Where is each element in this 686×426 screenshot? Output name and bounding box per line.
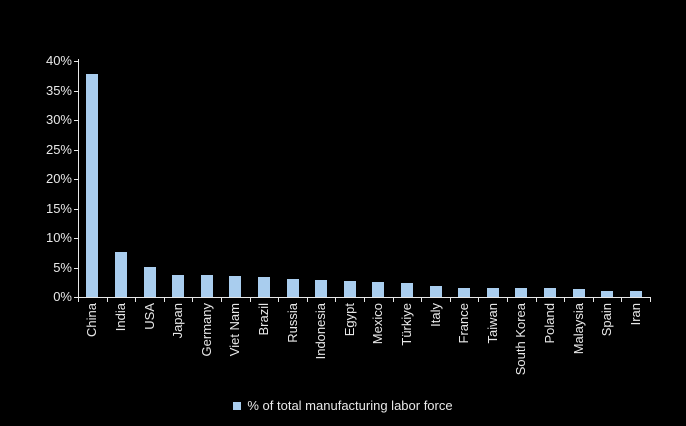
x-tick-mark — [278, 298, 280, 302]
x-tick-mark — [306, 298, 308, 302]
x-category-label: South Korea — [513, 303, 529, 376]
x-tick-mark — [449, 298, 451, 302]
x-category-label: Spain — [599, 303, 615, 337]
y-tick-mark — [74, 179, 78, 180]
x-category-label: China — [84, 303, 100, 337]
x-category-label: Viet Nam — [227, 303, 243, 357]
bar — [343, 281, 356, 297]
x-category-label: Japan — [170, 303, 186, 339]
legend-marker-icon — [233, 402, 242, 410]
x-tick-mark — [106, 298, 108, 302]
y-tick-mark — [74, 149, 78, 151]
x-tick-mark — [421, 298, 423, 302]
bar — [486, 287, 499, 297]
x-tick-mark — [192, 298, 194, 302]
x-category-label: Malaysia — [570, 303, 586, 355]
y-tick-mark — [74, 120, 78, 121]
bar — [286, 278, 299, 297]
y-tick-label: 10% — [45, 230, 72, 245]
x-axis-line — [78, 297, 651, 298]
bar — [458, 287, 471, 297]
x-tick-mark — [221, 298, 222, 302]
x-tick-mark — [249, 298, 251, 302]
bar — [400, 283, 413, 297]
y-tick-mark — [74, 208, 78, 210]
legend-label: % of total manufacturing labor force — [247, 398, 453, 413]
y-tick-label: 35% — [45, 82, 72, 98]
x-category-label: Iran — [627, 303, 643, 326]
bar — [229, 276, 242, 297]
x-tick-mark — [535, 298, 537, 302]
bar — [200, 275, 213, 297]
x-tick-mark — [135, 298, 137, 302]
x-tick-mark — [478, 298, 480, 302]
bar — [601, 290, 614, 297]
legend: % of total manufacturing labor force — [0, 398, 686, 414]
x-category-label: Brazil — [255, 303, 271, 336]
bar — [515, 287, 528, 297]
x-category-label: Indonesia — [313, 303, 329, 360]
x-category-label: India — [112, 303, 128, 332]
x-category-label: Egypt — [341, 303, 357, 337]
x-tick-mark — [364, 298, 365, 302]
x-tick-mark — [335, 298, 337, 302]
y-tick-mark — [74, 238, 78, 239]
x-tick-mark — [163, 298, 165, 302]
x-category-label: Mexico — [370, 303, 386, 345]
x-category-label: France — [456, 303, 472, 344]
y-tick-label: 0% — [53, 289, 72, 304]
bar — [257, 276, 270, 297]
x-category-label: Russia — [284, 303, 300, 343]
x-category-label: Germany — [198, 303, 214, 357]
y-tick-label: 25% — [45, 141, 72, 157]
x-tick-mark — [650, 298, 651, 302]
y-tick-mark — [74, 90, 78, 92]
x-category-label: Poland — [541, 303, 557, 344]
y-tick-label: 5% — [53, 259, 72, 275]
bar — [543, 288, 556, 297]
y-tick-mark — [74, 267, 78, 269]
bar — [629, 291, 642, 297]
x-tick-mark — [592, 298, 594, 302]
x-tick-mark — [507, 298, 508, 302]
y-tick-label: 40% — [45, 53, 72, 68]
x-tick-mark — [392, 298, 394, 302]
y-tick-label: 30% — [45, 112, 72, 127]
bar — [143, 266, 156, 297]
x-category-label: Italy — [427, 303, 443, 327]
x-tick-mark — [621, 298, 623, 302]
y-tick-label: 20% — [45, 171, 72, 186]
y-tick-mark — [74, 61, 78, 62]
bar — [114, 251, 127, 297]
bar — [429, 286, 442, 297]
y-tick-mark — [74, 297, 78, 298]
bar — [315, 279, 328, 297]
x-category-label: USA — [141, 303, 157, 330]
x-category-label: Türkiye — [398, 303, 414, 346]
bar — [572, 288, 585, 297]
y-tick-label: 15% — [45, 200, 72, 216]
bar — [86, 73, 99, 297]
y-axis-line — [78, 59, 79, 298]
x-category-label: Taiwan — [484, 303, 500, 344]
x-tick-mark — [564, 298, 566, 302]
x-tick-mark — [78, 298, 79, 302]
bar — [372, 282, 385, 297]
bar — [172, 274, 185, 297]
